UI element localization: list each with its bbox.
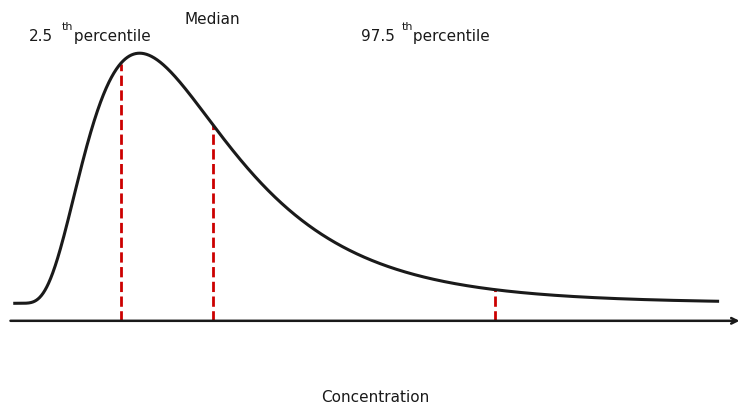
Text: 2.5: 2.5 bbox=[29, 29, 53, 44]
Text: th: th bbox=[62, 21, 74, 32]
Text: Median: Median bbox=[184, 12, 240, 27]
Text: th: th bbox=[402, 21, 413, 32]
Text: Concentration: Concentration bbox=[321, 389, 429, 404]
Text: percentile: percentile bbox=[69, 29, 151, 44]
Text: percentile: percentile bbox=[408, 29, 490, 44]
Text: 97.5: 97.5 bbox=[361, 29, 394, 44]
